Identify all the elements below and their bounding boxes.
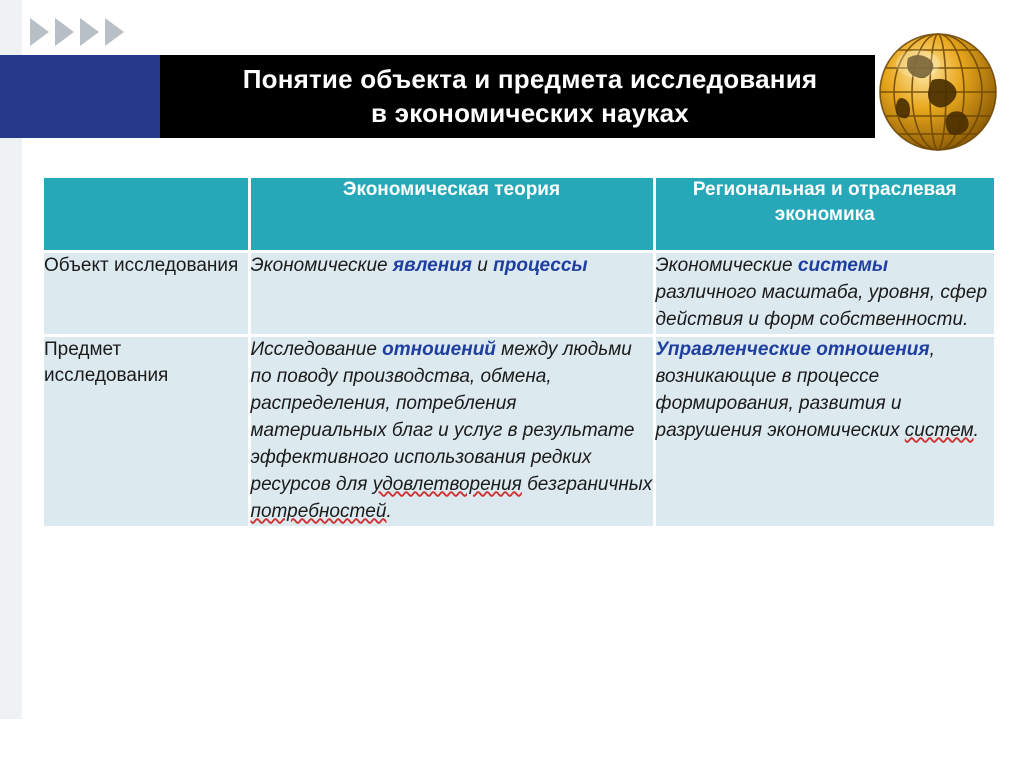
chevron-right-icon — [80, 18, 99, 46]
table-header-economic-theory: Экономическая теория — [249, 178, 656, 252]
cell-object-regional-economy: Экономические системы различного масштаб… — [654, 250, 994, 336]
cell-subject-regional-economy: Управленческие отношения, возникающие в … — [654, 333, 994, 526]
title-background-block — [160, 55, 875, 138]
table-header-regional-economy: Региональная и отраслевая экономика — [654, 178, 994, 252]
row-label-object: Объект исследования — [44, 250, 251, 336]
bottom-decor-strip — [0, 719, 1024, 767]
table-header-corner — [44, 178, 251, 252]
table-header-row: Экономическая теория Региональная и отра… — [44, 178, 994, 252]
row-label-subject: Предмет исследования — [44, 333, 251, 526]
cell-object-economic-theory: Экономические явления и процессы — [249, 250, 656, 336]
table-row: Объект исследования Экономические явлени… — [44, 250, 994, 336]
page-title-line1: Понятие объекта и предмета исследования — [242, 64, 818, 95]
page-title: Понятие объекта и предмета исследования … — [160, 55, 900, 138]
left-decor-strip — [0, 0, 22, 767]
page-title-line2: в экономических науках — [371, 97, 689, 128]
title-band: Понятие объекта и предмета исследования … — [0, 55, 1024, 138]
comparison-table: Экономическая теория Региональная и отра… — [44, 178, 994, 526]
chevron-right-icon — [30, 18, 49, 46]
table-row: Предмет исследования Исследование отноше… — [44, 333, 994, 526]
chevron-right-icon — [55, 18, 74, 46]
globe-icon — [874, 28, 1002, 156]
cell-subject-economic-theory: Исследование отношений между людьми по п… — [249, 333, 656, 526]
arrow-decoration — [30, 18, 124, 46]
title-accent-block — [0, 55, 165, 138]
chevron-right-icon — [105, 18, 124, 46]
